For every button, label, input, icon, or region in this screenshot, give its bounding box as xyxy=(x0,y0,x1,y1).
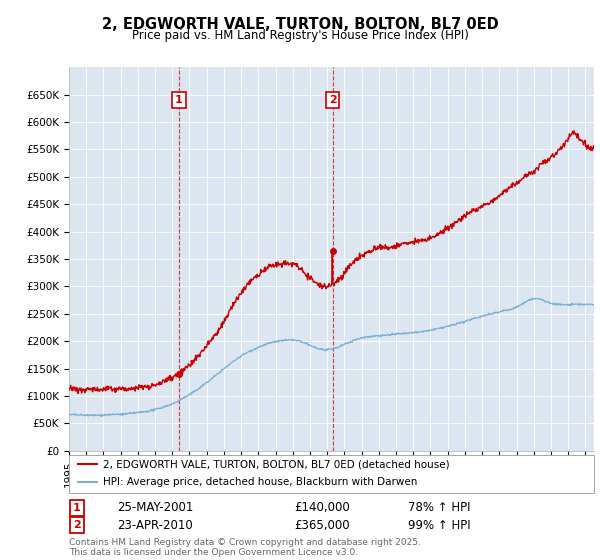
Text: Price paid vs. HM Land Registry's House Price Index (HPI): Price paid vs. HM Land Registry's House … xyxy=(131,29,469,42)
Text: 1: 1 xyxy=(175,95,183,105)
Text: 78% ↑ HPI: 78% ↑ HPI xyxy=(408,501,470,515)
Text: £365,000: £365,000 xyxy=(294,519,350,532)
Text: HPI: Average price, detached house, Blackburn with Darwen: HPI: Average price, detached house, Blac… xyxy=(103,477,418,487)
Text: 2, EDGWORTH VALE, TURTON, BOLTON, BL7 0ED (detached house): 2, EDGWORTH VALE, TURTON, BOLTON, BL7 0E… xyxy=(103,459,450,469)
Text: 2, EDGWORTH VALE, TURTON, BOLTON, BL7 0ED: 2, EDGWORTH VALE, TURTON, BOLTON, BL7 0E… xyxy=(101,17,499,32)
Text: £140,000: £140,000 xyxy=(294,501,350,515)
Text: 2: 2 xyxy=(73,520,80,530)
Text: 2: 2 xyxy=(329,95,337,105)
Text: 23-APR-2010: 23-APR-2010 xyxy=(117,519,193,532)
Text: 99% ↑ HPI: 99% ↑ HPI xyxy=(408,519,470,532)
Text: 25-MAY-2001: 25-MAY-2001 xyxy=(117,501,193,515)
Text: 1: 1 xyxy=(73,503,80,513)
Text: Contains HM Land Registry data © Crown copyright and database right 2025.
This d: Contains HM Land Registry data © Crown c… xyxy=(69,538,421,557)
